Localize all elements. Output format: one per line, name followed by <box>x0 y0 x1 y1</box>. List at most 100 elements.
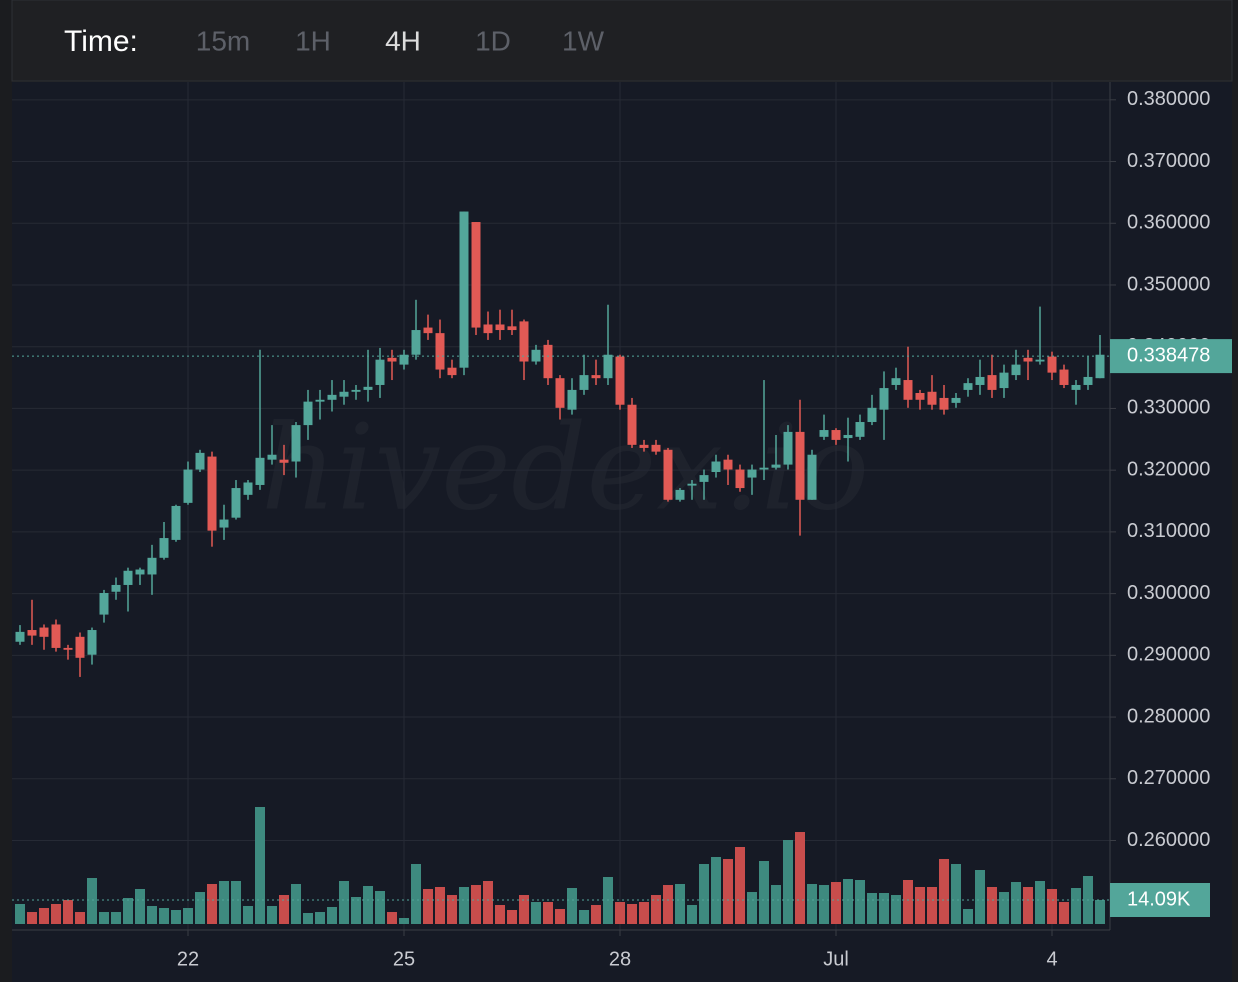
volume-bar <box>171 909 181 924</box>
interval-button[interactable]: 15m <box>196 25 250 56</box>
candle-body <box>795 431 805 500</box>
volume-bar <box>735 846 745 924</box>
volume-bar <box>855 879 865 924</box>
interval-button[interactable]: 1W <box>562 25 605 56</box>
x-tick-label: 28 <box>609 948 631 970</box>
volume-bar <box>831 882 841 924</box>
volume-bar <box>399 918 409 924</box>
volume-bar <box>651 895 661 924</box>
candle-body <box>519 321 529 362</box>
candle-body <box>39 627 49 637</box>
candle-body <box>1059 369 1069 385</box>
volume-bar <box>843 878 853 924</box>
volume-bar <box>1023 886 1033 924</box>
candle-body <box>291 425 301 462</box>
candle-body <box>687 483 697 486</box>
volume-bar <box>255 807 265 924</box>
candle-body <box>183 469 193 503</box>
volume-bar <box>987 886 997 924</box>
candle-body <box>351 389 361 392</box>
volume-bar <box>771 885 781 924</box>
plot <box>12 82 1110 930</box>
volume-bar <box>75 912 85 924</box>
volume-bar <box>447 895 457 924</box>
candle-body <box>99 592 109 615</box>
volume-bar <box>135 888 145 924</box>
volume-bar <box>459 886 469 924</box>
volume-bar <box>63 899 73 924</box>
candle-body <box>663 449 673 500</box>
volume-bar <box>339 881 349 924</box>
volume-bar <box>1035 881 1045 924</box>
volume-bar <box>1011 882 1021 924</box>
candle-body <box>507 326 517 331</box>
volume-bar <box>639 902 649 924</box>
candle-body <box>867 407 877 423</box>
interval-button[interactable]: 4H <box>385 25 421 56</box>
candle-body <box>735 469 745 489</box>
volume-bar <box>747 892 757 924</box>
volume-bar <box>483 881 493 924</box>
y-tick-label: 0.290000 <box>1127 644 1210 666</box>
candle-body <box>675 489 685 500</box>
volume-bar <box>795 832 805 924</box>
candle-body <box>843 434 853 439</box>
y-tick-label: 0.350000 <box>1127 273 1210 295</box>
candle-body <box>87 630 97 655</box>
volume-bar <box>807 884 817 924</box>
candle-body <box>375 359 385 385</box>
volume-bar <box>423 888 433 924</box>
volume-bar <box>315 912 325 924</box>
candle-body <box>399 354 409 365</box>
last-price-label: 0.338478 <box>1127 344 1210 366</box>
candle-body <box>279 459 289 463</box>
volume-bar <box>903 879 913 924</box>
volume-bar <box>471 885 481 924</box>
candle-body <box>1083 376 1093 385</box>
volume-bar <box>999 892 1009 924</box>
interval-button[interactable]: 1H <box>295 25 331 56</box>
toolbar <box>11 0 1233 82</box>
volume-bar <box>231 881 241 924</box>
last-price-box <box>1110 339 1232 374</box>
volume-bar <box>291 884 301 924</box>
candle-body <box>759 467 769 470</box>
volume-bar <box>567 888 577 924</box>
candle-body <box>1071 384 1081 390</box>
y-tick-label: 0.280000 <box>1127 705 1210 727</box>
x-tick-label: 22 <box>177 948 199 970</box>
interval-button[interactable]: 1D <box>475 25 511 56</box>
volume-bar <box>495 905 505 924</box>
candle-body <box>243 482 253 495</box>
volume-bar <box>1071 888 1081 924</box>
candle-body <box>651 444 661 452</box>
candle-body <box>303 401 313 426</box>
candle-body <box>363 386 373 390</box>
volume-bar <box>543 902 553 924</box>
volume-bar <box>867 892 877 924</box>
volume-bar <box>519 895 529 924</box>
candle-body <box>459 211 469 368</box>
volume-bar <box>675 884 685 924</box>
candle-body <box>567 389 577 410</box>
candle-body <box>591 375 601 379</box>
y-tick-label: 0.310000 <box>1127 520 1210 542</box>
candle-body <box>579 375 589 390</box>
candle-body <box>123 570 133 585</box>
candle-body <box>63 647 73 650</box>
volume-bar <box>579 909 589 924</box>
volume-bar <box>219 881 229 924</box>
candle-body <box>771 464 781 468</box>
volume-bar <box>663 885 673 924</box>
y-tick-label: 0.320000 <box>1127 458 1210 480</box>
candle-body <box>231 488 241 518</box>
volume-bar <box>975 869 985 924</box>
volume-bar <box>819 885 829 924</box>
volume-bar <box>435 886 445 924</box>
candle-body <box>603 354 613 379</box>
volume-bar <box>87 878 97 924</box>
candle-body <box>903 380 913 400</box>
candle-body <box>831 430 841 440</box>
y-tick-label: 0.260000 <box>1127 829 1210 851</box>
